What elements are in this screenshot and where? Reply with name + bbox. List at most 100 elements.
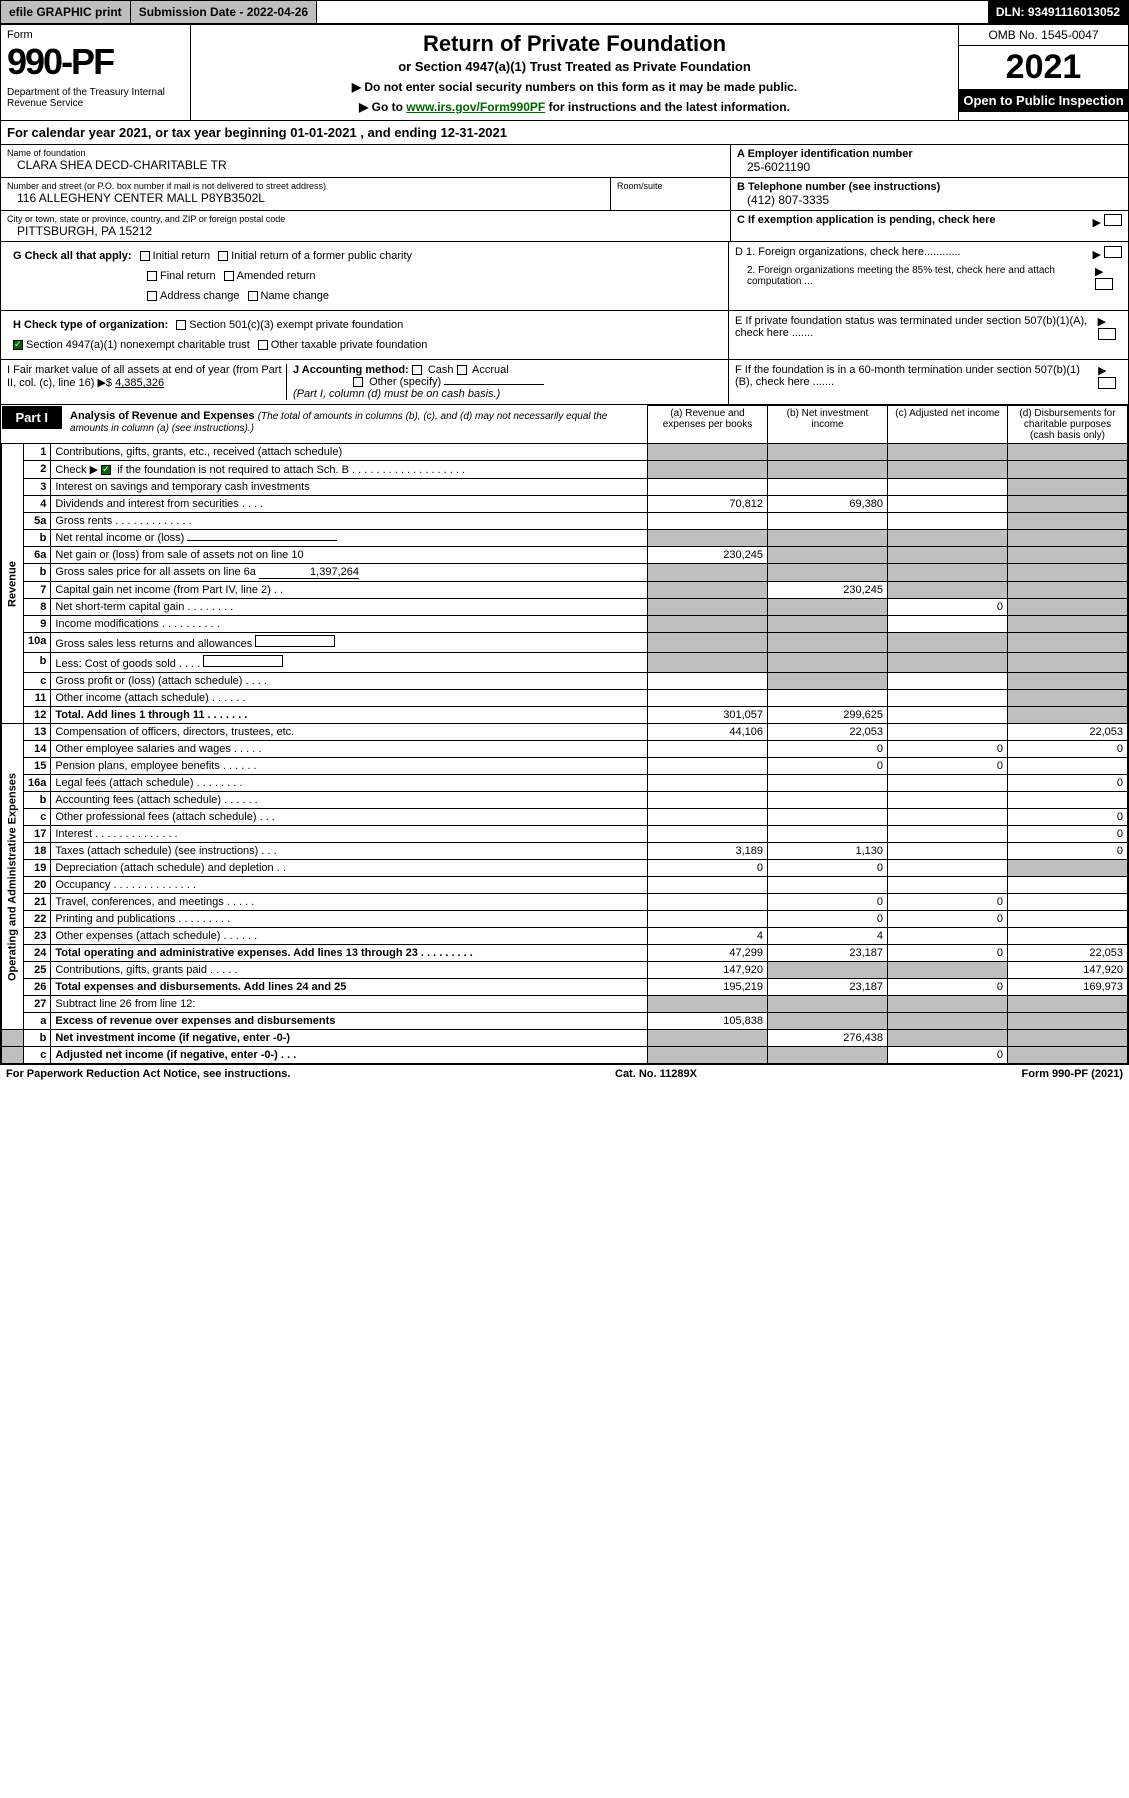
amended-return-label: Amended return: [237, 270, 316, 282]
line-27a: Excess of revenue over expenses and disb…: [51, 1013, 648, 1030]
val-13b: 22,053: [768, 724, 888, 741]
cash-checkbox[interactable]: [412, 365, 422, 375]
line-16b: Accounting fees (attach schedule) . . . …: [51, 792, 648, 809]
line-22: Printing and publications . . . . . . . …: [51, 911, 648, 928]
val-12a: 301,057: [648, 707, 768, 724]
col-c-header: (c) Adjusted net income: [888, 406, 1008, 444]
val-14b: 0: [768, 741, 888, 758]
line-16a: Legal fees (attach schedule) . . . . . .…: [51, 775, 648, 792]
col-b-header: (b) Net investment income: [768, 406, 888, 444]
col-d-header: (d) Disbursements for charitable purpose…: [1008, 406, 1128, 444]
line-27b: Net investment income (if negative, ente…: [51, 1030, 648, 1047]
line-15: Pension plans, employee benefits . . . .…: [51, 758, 648, 775]
val-7b: 230,245: [768, 582, 888, 599]
accrual-label: Accrual: [472, 364, 509, 376]
val-12b: 299,625: [768, 707, 888, 724]
c-text: C If exemption application is pending, c…: [737, 214, 996, 226]
line-3: Interest on savings and temporary cash i…: [51, 479, 648, 496]
submission-date: Submission Date - 2022-04-26: [131, 1, 317, 23]
line-10b: Less: Cost of goods sold . . . .: [51, 653, 648, 673]
val-27a: 105,838: [648, 1013, 768, 1030]
form-header: Form 990-PF Department of the Treasury I…: [1, 25, 1128, 121]
c-checkbox[interactable]: [1104, 214, 1122, 226]
note2-post: for instructions and the latest informat…: [545, 100, 790, 114]
d2-checkbox[interactable]: [1095, 278, 1113, 290]
city-label: City or town, state or province, country…: [7, 214, 724, 224]
val-6a: 230,245: [648, 547, 768, 564]
other-method-checkbox[interactable]: [353, 377, 363, 387]
footer: For Paperwork Reduction Act Notice, see …: [0, 1065, 1129, 1083]
footer-left: For Paperwork Reduction Act Notice, see …: [6, 1068, 290, 1080]
sec501-checkbox[interactable]: [176, 320, 186, 330]
link-note: ▶ Go to www.irs.gov/Form990PF for instru…: [203, 100, 946, 114]
omb-number: OMB No. 1545-0047: [959, 25, 1128, 46]
initial-return-label: Initial return: [153, 250, 210, 262]
name-label: Name of foundation: [7, 148, 724, 158]
efile-print-button[interactable]: efile GRAPHIC print: [1, 1, 131, 23]
d1-checkbox[interactable]: [1104, 246, 1122, 258]
j-label: J Accounting method:: [293, 364, 409, 376]
val-24a: 47,299: [648, 945, 768, 962]
final-return-checkbox[interactable]: [147, 271, 157, 281]
accrual-checkbox[interactable]: [457, 365, 467, 375]
val-22b: 0: [768, 911, 888, 928]
line-18: Taxes (attach schedule) (see instruction…: [51, 843, 648, 860]
irs-link[interactable]: www.irs.gov/Form990PF: [406, 100, 545, 114]
form-container: Form 990-PF Department of the Treasury I…: [0, 24, 1129, 1065]
sec501-label: Section 501(c)(3) exempt private foundat…: [189, 319, 403, 331]
val-18d: 0: [1008, 843, 1128, 860]
e-text: E If private foundation status was termi…: [735, 315, 1094, 339]
part1-tab: Part I: [2, 406, 63, 429]
val-26d: 169,973: [1008, 979, 1128, 996]
tax-year: 2021: [959, 46, 1128, 89]
cash-label: Cash: [428, 364, 454, 376]
initial-former-label: Initial return of a former public charit…: [231, 250, 412, 262]
initial-former-checkbox[interactable]: [218, 251, 228, 261]
f-checkbox[interactable]: [1098, 377, 1116, 389]
val-22c: 0: [888, 911, 1008, 928]
line-10a: Gross sales less returns and allowances: [51, 633, 648, 653]
val-8c: 0: [888, 599, 1008, 616]
val-27b: 276,438: [768, 1030, 888, 1047]
h-label: H Check type of organization:: [13, 319, 168, 331]
open-inspection: Open to Public Inspection: [959, 89, 1128, 112]
val-13d: 22,053: [1008, 724, 1128, 741]
d2-text: 2. Foreign organizations meeting the 85%…: [735, 265, 1091, 287]
note2-pre: ▶ Go to: [359, 100, 406, 114]
val-15c: 0: [888, 758, 1008, 775]
val-4a: 70,812: [648, 496, 768, 513]
sec4947-label: Section 4947(a)(1) nonexempt charitable …: [26, 339, 250, 351]
line-2: Check ▶ if the foundation is not require…: [51, 461, 648, 479]
sec4947-checkbox[interactable]: [13, 340, 23, 350]
val-14d: 0: [1008, 741, 1128, 758]
other-taxable-checkbox[interactable]: [258, 340, 268, 350]
other-taxable-label: Other taxable private foundation: [271, 339, 428, 351]
val-21c: 0: [888, 894, 1008, 911]
line-6b: Gross sales price for all assets on line…: [51, 564, 648, 582]
col-a-header: (a) Revenue and expenses per books: [648, 406, 768, 444]
name-change-label: Name change: [261, 290, 330, 302]
e-checkbox[interactable]: [1098, 328, 1116, 340]
dln-label: DLN: 93491116013052: [988, 1, 1128, 23]
line-25: Contributions, gifts, grants paid . . . …: [51, 962, 648, 979]
footer-center: Cat. No. 11289X: [615, 1068, 697, 1080]
val-25a: 147,920: [648, 962, 768, 979]
line-6a: Net gain or (loss) from sale of assets n…: [51, 547, 648, 564]
val-24d: 22,053: [1008, 945, 1128, 962]
amended-return-checkbox[interactable]: [224, 271, 234, 281]
line-4: Dividends and interest from securities .…: [51, 496, 648, 513]
line-20: Occupancy . . . . . . . . . . . . . .: [51, 877, 648, 894]
form-number: 990-PF: [7, 41, 184, 83]
val-13a: 44,106: [648, 724, 768, 741]
val-24c: 0: [888, 945, 1008, 962]
g-label: G Check all that apply:: [13, 250, 132, 262]
line-9: Income modifications . . . . . . . . . .: [51, 616, 648, 633]
schb-checkbox[interactable]: [101, 465, 111, 475]
initial-return-checkbox[interactable]: [140, 251, 150, 261]
name-change-checkbox[interactable]: [248, 291, 258, 301]
val-21b: 0: [768, 894, 888, 911]
other-method-label: Other (specify): [369, 376, 441, 388]
val-27c: 0: [888, 1047, 1008, 1064]
line-27c: Adjusted net income (if negative, enter …: [51, 1047, 648, 1064]
address-change-checkbox[interactable]: [147, 291, 157, 301]
